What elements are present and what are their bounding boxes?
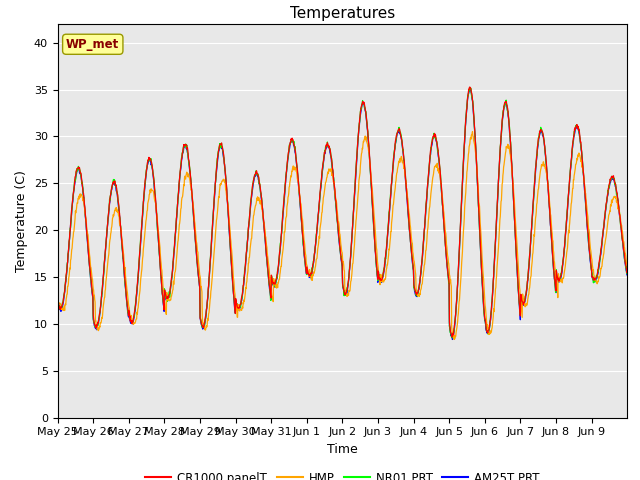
CR1000 panelT (623, 269, 631, 275)
HMP (317, 220, 324, 226)
AM25T PRT (623, 272, 631, 278)
CR1000 panelT (448, 334, 456, 340)
AM25T PRT (328, 158, 335, 164)
NR01 PRT (617, 222, 625, 228)
HMP (450, 336, 458, 342)
Line: AM25T PRT: AM25T PRT (58, 89, 627, 339)
HMP (477, 240, 485, 245)
HMP (143, 213, 150, 218)
AM25T PRT (143, 167, 150, 173)
CR1000 panelT (54, 294, 61, 300)
HMP (468, 129, 476, 134)
AM25T PRT (617, 220, 625, 226)
CR1000 panelT (328, 155, 335, 161)
Line: HMP: HMP (58, 132, 627, 339)
AM25T PRT (54, 298, 61, 304)
Title: Temperatures: Temperatures (290, 6, 395, 22)
HMP (328, 168, 335, 174)
Y-axis label: Temperature (C): Temperature (C) (15, 170, 28, 272)
Line: NR01 PRT: NR01 PRT (58, 87, 627, 338)
HMP (561, 265, 569, 271)
CR1000 panelT (466, 84, 474, 90)
AM25T PRT (561, 240, 569, 246)
CR1000 panelT (317, 182, 324, 188)
NR01 PRT (623, 270, 631, 276)
NR01 PRT (561, 241, 569, 247)
AM25T PRT (467, 86, 474, 92)
Text: WP_met: WP_met (66, 38, 120, 51)
NR01 PRT (328, 155, 335, 161)
AM25T PRT (477, 264, 485, 270)
NR01 PRT (54, 297, 61, 303)
Legend: CR1000 panelT, HMP, NR01 PRT, AM25T PRT: CR1000 panelT, HMP, NR01 PRT, AM25T PRT (141, 467, 544, 480)
NR01 PRT (143, 167, 150, 172)
X-axis label: Time: Time (327, 443, 358, 456)
NR01 PRT (317, 184, 324, 190)
CR1000 panelT (561, 238, 569, 244)
Line: CR1000 panelT: CR1000 panelT (58, 87, 627, 337)
CR1000 panelT (617, 221, 625, 227)
AM25T PRT (317, 186, 324, 192)
HMP (54, 300, 61, 306)
NR01 PRT (466, 84, 474, 90)
NR01 PRT (449, 335, 456, 341)
HMP (623, 263, 631, 268)
CR1000 panelT (143, 166, 150, 171)
CR1000 panelT (477, 262, 485, 267)
NR01 PRT (477, 263, 485, 269)
AM25T PRT (449, 336, 456, 342)
HMP (617, 216, 625, 222)
